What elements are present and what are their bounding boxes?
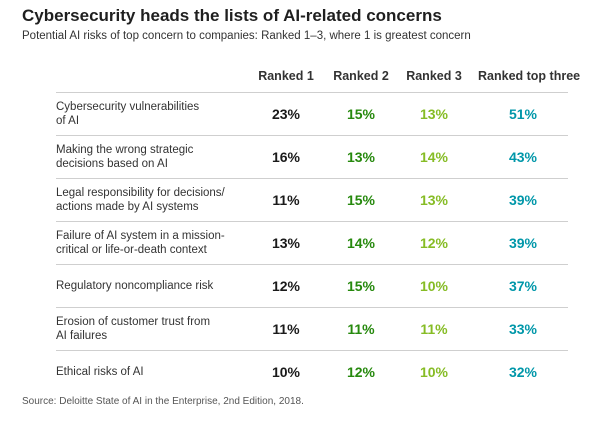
value-ranked-1: 23% <box>271 106 301 122</box>
value-ranked-1: 11% <box>272 192 300 208</box>
value-ranked-1: 11% <box>272 321 300 337</box>
table-row: Failure of AI system in a mission- criti… <box>56 222 568 265</box>
value-ranked-top-three: 43% <box>508 149 538 165</box>
value-ranked-2: 15% <box>346 278 376 294</box>
value-ranked-2: 15% <box>346 106 376 122</box>
table-header: Ranked 1 Ranked 2 Ranked 3 Ranked top th… <box>56 60 581 92</box>
table-row: Legal responsibility for decisions/ acti… <box>56 179 568 222</box>
risk-label: Making the wrong strategic decisions bas… <box>56 144 194 170</box>
column-header-ranked-3: Ranked 3 <box>406 69 462 83</box>
risk-label: Erosion of customer trust from AI failur… <box>56 316 211 342</box>
table-body: Cybersecurity vulnerabilities of AI 23% 15… <box>56 92 568 393</box>
chart-subtitle: Potential AI risks of top concern to com… <box>22 30 471 42</box>
value-ranked-2: 13% <box>346 149 376 165</box>
chart-title: Cybersecurity heads the lists of AI-rela… <box>22 6 442 25</box>
value-ranked-1: 10% <box>271 364 301 380</box>
value-ranked-top-three: 37% <box>508 278 538 294</box>
column-header-ranked-2: Ranked 2 <box>333 69 389 83</box>
value-ranked-top-three: 39% <box>508 192 538 208</box>
value-ranked-3: 13% <box>419 106 449 122</box>
value-ranked-top-three: 33% <box>508 321 538 337</box>
table-row: Cybersecurity vulnerabilities of AI 23% 15… <box>56 92 568 136</box>
value-ranked-1: 12% <box>271 278 301 294</box>
risk-table: Ranked 1 Ranked 2 Ranked 3 Ranked top th… <box>56 60 581 393</box>
table-row: Erosion of customer trust from AI failur… <box>56 308 568 351</box>
value-ranked-3: 13% <box>419 192 449 208</box>
source-note: Source: Deloitte State of AI in the Ente… <box>22 396 304 407</box>
value-ranked-top-three: 39% <box>508 235 538 251</box>
value-ranked-1: 16% <box>271 149 301 165</box>
value-ranked-3: 11% <box>420 321 448 337</box>
value-ranked-3: 14% <box>419 149 449 165</box>
table-row: Ethical risks of AI 10% 12% 10% 32% <box>56 351 568 393</box>
value-ranked-top-three: 51% <box>508 106 538 122</box>
risk-label: Cybersecurity vulnerabilities of AI <box>56 101 200 127</box>
table-row: Making the wrong strategic decisions bas… <box>56 136 568 179</box>
column-header-ranked-1: Ranked 1 <box>258 69 314 83</box>
value-ranked-2: 15% <box>346 192 376 208</box>
risk-label: Ethical risks of AI <box>56 366 144 378</box>
table-row: Regulatory noncompliance risk 12% 15% 10% 37… <box>56 265 568 308</box>
risk-label: Legal responsibility for decisions/ acti… <box>56 187 225 213</box>
column-header-ranked-top-three: Ranked top three <box>478 69 581 83</box>
value-ranked-2: 11% <box>347 321 375 337</box>
value-ranked-1: 13% <box>271 235 301 251</box>
value-ranked-2: 12% <box>346 364 376 380</box>
risk-label: Regulatory noncompliance risk <box>56 280 214 292</box>
value-ranked-2: 14% <box>346 235 376 251</box>
value-ranked-top-three: 32% <box>508 364 538 380</box>
value-ranked-3: 12% <box>419 235 449 251</box>
value-ranked-3: 10% <box>419 278 449 294</box>
value-ranked-3: 10% <box>419 364 449 380</box>
risk-label: Failure of AI system in a mission- criti… <box>56 230 225 256</box>
